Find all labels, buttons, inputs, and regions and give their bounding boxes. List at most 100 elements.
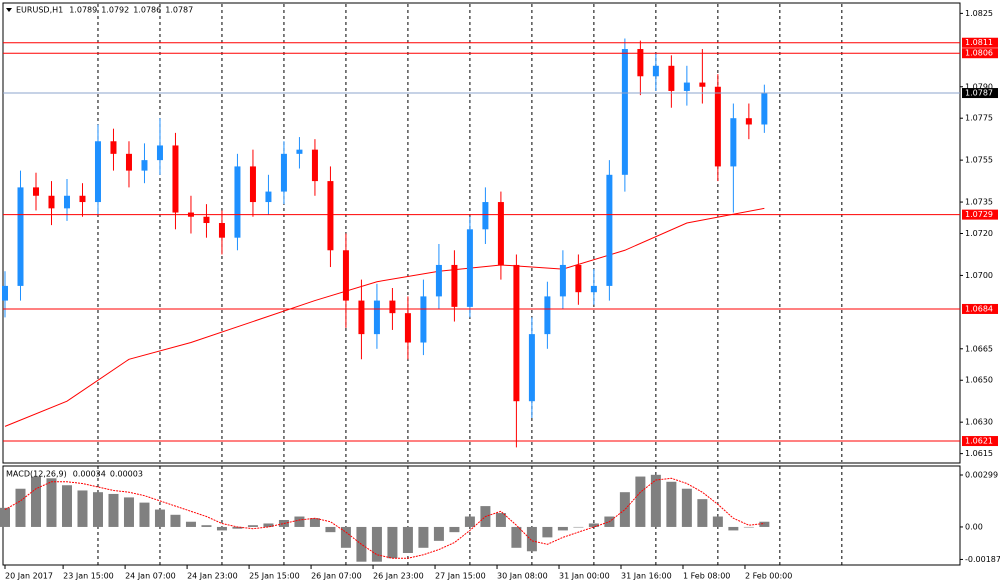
macd-bar xyxy=(201,525,212,527)
candle-body xyxy=(94,141,101,203)
candle-body xyxy=(2,285,8,301)
candle-body xyxy=(79,195,86,203)
candle-body xyxy=(17,187,24,286)
macd-bar xyxy=(619,492,630,527)
macd-bar xyxy=(635,476,646,527)
candle-body xyxy=(497,202,504,265)
macd-bar xyxy=(402,526,413,554)
y-tick-label: 1.0615 xyxy=(965,449,993,458)
header-value: 1.0789 xyxy=(69,6,97,15)
candle-body xyxy=(606,174,613,286)
macd-bar xyxy=(216,526,227,531)
macd-bar xyxy=(449,526,460,533)
candle-body xyxy=(466,229,473,307)
candle-body xyxy=(218,223,225,238)
macd-bar xyxy=(666,481,677,527)
candle-body xyxy=(575,264,582,293)
macd-bar xyxy=(0,507,10,527)
macd-bar xyxy=(340,526,351,548)
y-tick-label: 1.0775 xyxy=(965,114,993,123)
level-line-label: 1.0621 xyxy=(965,437,993,446)
candle-body xyxy=(590,285,597,293)
macd-bar xyxy=(247,525,258,527)
candle-body xyxy=(296,149,303,154)
candle-body xyxy=(156,145,163,161)
x-tick-label: 25 Jan 15:00 xyxy=(249,572,300,581)
header-value: 1.0792 xyxy=(101,6,129,15)
candle-body xyxy=(389,300,396,314)
macd-bar xyxy=(759,521,770,527)
macd-bar xyxy=(712,516,723,527)
signal-line xyxy=(4,477,765,559)
y-tick-label: 1.0720 xyxy=(965,229,993,238)
header-value: 0.00003 xyxy=(110,470,143,479)
level-line-label: 1.0684 xyxy=(965,304,993,313)
x-tick-label: 26 Jan 23:00 xyxy=(373,572,424,581)
macd-bar xyxy=(61,485,72,527)
level-line-tag xyxy=(962,37,998,48)
candle-body xyxy=(110,141,117,154)
macd-bar xyxy=(108,493,119,527)
candle-body xyxy=(63,195,70,209)
y-tick-label: 1.0700 xyxy=(965,271,993,280)
menu-arrow[interactable] xyxy=(6,8,12,12)
candle-body xyxy=(265,191,272,203)
macd-bar xyxy=(170,514,181,527)
level-line-label: 1.0729 xyxy=(965,210,993,219)
macd-bar xyxy=(697,499,708,527)
candle-body xyxy=(621,49,628,175)
macd-bar xyxy=(728,526,739,531)
x-tick-label: 24 Jan 23:00 xyxy=(187,572,238,581)
y-tick-label: -0.00187 xyxy=(965,555,1000,564)
level-line-tag xyxy=(962,48,998,59)
macd-bar xyxy=(123,497,134,527)
macd-bar xyxy=(15,488,26,527)
level-line-tag xyxy=(962,303,998,314)
y-tick-label: 1.0650 xyxy=(965,376,993,385)
y-tick-label: 1.0790 xyxy=(965,82,993,91)
macd-bar xyxy=(30,476,41,527)
indicator-title: EURUSD,H1 xyxy=(16,6,63,15)
macd-bar xyxy=(46,478,57,527)
macd-bar xyxy=(542,526,553,538)
macd-bar xyxy=(526,526,537,552)
y-tick-label: 0.00299 xyxy=(965,470,998,479)
y-tick-label: 1.0665 xyxy=(965,344,993,353)
candle-body xyxy=(249,166,256,203)
macd-bar xyxy=(495,513,506,527)
indicator-title: MACD(12,26,9) xyxy=(6,470,67,479)
macd-bar xyxy=(511,526,522,548)
macd-bar xyxy=(77,490,88,527)
x-tick-label: 30 Jan 08:00 xyxy=(497,572,548,581)
candle-body xyxy=(327,181,334,251)
candle-body xyxy=(544,296,551,335)
candle-body xyxy=(482,202,489,230)
candle-body xyxy=(652,65,659,77)
candle-body xyxy=(125,153,132,171)
level-line-label: 1.0811 xyxy=(965,38,993,47)
macd-bar xyxy=(418,526,429,548)
candle-body xyxy=(234,166,241,238)
candle-body xyxy=(513,264,520,402)
macd-bar xyxy=(433,526,444,541)
y-tick-label: 0.00 xyxy=(965,522,983,531)
macd-bar xyxy=(557,526,568,531)
price-line-label: 1.0787 xyxy=(965,89,993,98)
macd-bar xyxy=(387,526,398,559)
candle-body xyxy=(311,149,318,182)
x-tick-label: 31 Jan 16:00 xyxy=(621,572,672,581)
macd-bar xyxy=(232,526,243,529)
y-tick-label: 1.0825 xyxy=(965,9,993,18)
macd-bar xyxy=(92,492,103,527)
y-tick-label: 1.0735 xyxy=(965,198,993,207)
candle-body xyxy=(683,82,690,91)
x-tick-label: 2 Feb 00:00 xyxy=(745,572,792,581)
macd-bar xyxy=(294,516,305,527)
candle-body xyxy=(32,187,39,196)
macd-bar xyxy=(185,521,196,527)
header-value: 1.0786 xyxy=(133,6,161,15)
macd-bar xyxy=(588,523,599,527)
macd-bar xyxy=(371,526,382,562)
x-tick-label: 31 Jan 00:00 xyxy=(559,572,610,581)
moving-average xyxy=(4,207,765,427)
